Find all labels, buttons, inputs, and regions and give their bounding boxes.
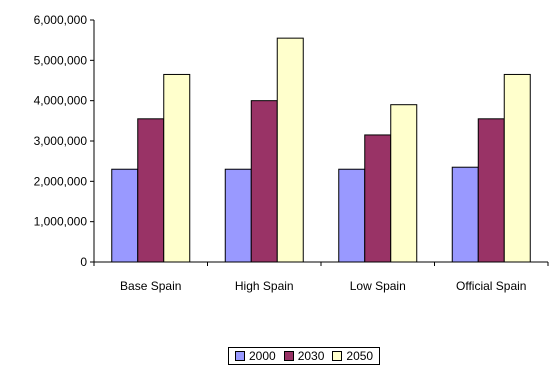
bar-2030-2 — [364, 134, 392, 263]
legend-swatch-2030 — [283, 351, 294, 361]
y-tick-label: 4,000,000 — [34, 94, 88, 108]
y-tick-label: 5,000,000 — [34, 53, 88, 67]
legend-label-2050: 2050 — [346, 349, 374, 363]
legend-item-2000: 2000 — [235, 349, 276, 363]
legend-label-2000: 2000 — [249, 349, 276, 363]
bar-2030-1 — [250, 100, 278, 263]
bar-2000-0 — [111, 168, 139, 263]
bar-2030-0 — [137, 118, 165, 263]
y-axis: 0 1,000,000 2,000,000 3,000,000 4,000,000 5,0… — [34, 13, 95, 269]
x-category-label: High Spain — [235, 279, 294, 293]
x-axis: Base Spain High Spain Low Spain Official Sp… — [93, 261, 549, 293]
bar-2050-2 — [390, 104, 418, 263]
y-tick-label: 2,000,000 — [34, 174, 88, 188]
y-tick-label: 1,000,000 — [34, 215, 88, 229]
bar-2030-3 — [477, 118, 505, 263]
bars — [111, 37, 531, 263]
y-tick-label: 3,000,000 — [34, 134, 88, 148]
bar-2000-1 — [224, 168, 252, 263]
y-tick-label: 6,000,000 — [34, 13, 88, 27]
bar-2000-2 — [338, 168, 366, 263]
y-tick-label: 0 — [80, 255, 87, 269]
legend-swatch-2000 — [235, 351, 245, 361]
bar-2000-3 — [451, 166, 479, 263]
legend-item-2050: 2050 — [332, 349, 373, 363]
legend: 2000 2030 2050 — [228, 347, 381, 365]
legend-swatch-2050 — [332, 351, 343, 361]
x-category-label: Low Spain — [350, 279, 406, 293]
bar-2050-0 — [163, 73, 191, 263]
legend-label-2030: 2030 — [297, 349, 325, 363]
x-category-label: Base Spain — [120, 279, 181, 293]
legend-item-2030: 2030 — [283, 349, 325, 363]
bar-2050-1 — [276, 37, 304, 263]
x-category-label: Official Spain — [456, 279, 526, 293]
bar-2050-3 — [503, 73, 531, 263]
